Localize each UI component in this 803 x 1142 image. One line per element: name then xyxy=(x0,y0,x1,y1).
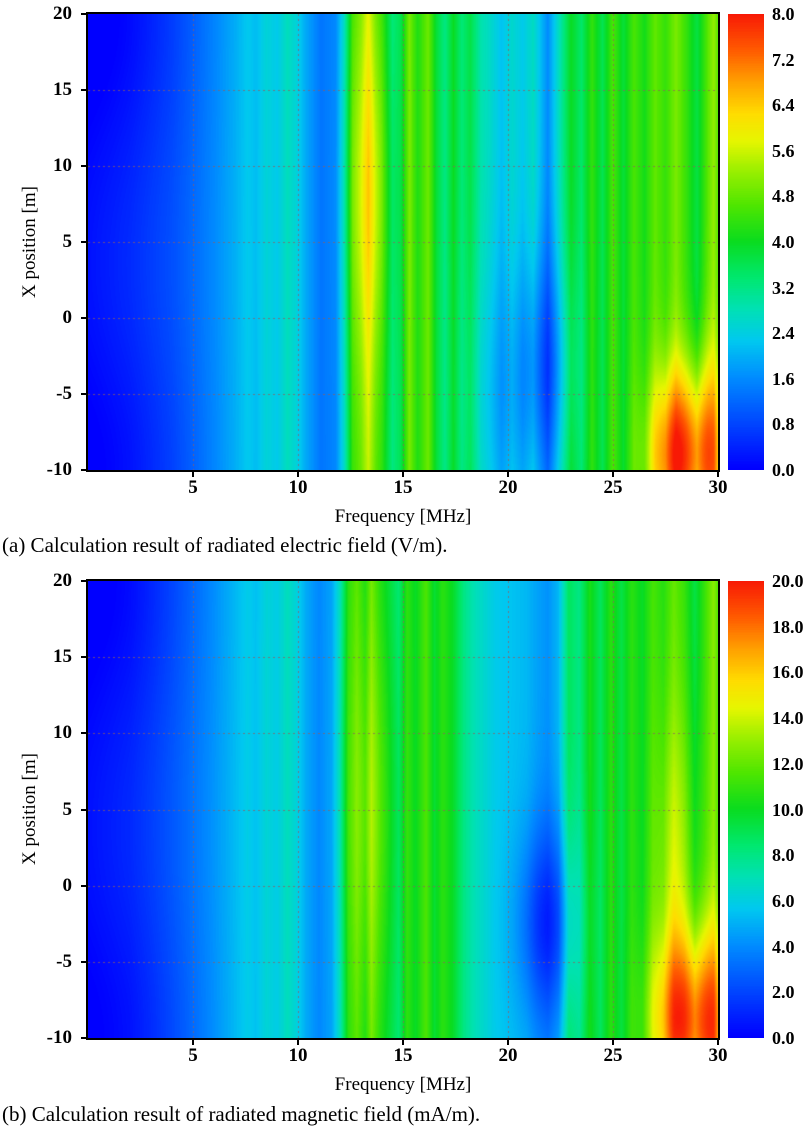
x-axis-label: Frequency [MHz] xyxy=(334,506,472,527)
electric-field-figure: X position [m] 20 15 10 5 0 -5 -10 8.0 7.2 6.4 5.… xyxy=(0,3,803,564)
y-tick-mark xyxy=(81,884,86,887)
magnetic-field-heatmap xyxy=(86,579,720,1040)
heatmap-canvas xyxy=(86,579,720,1040)
x-tick-label: 25 xyxy=(603,1045,623,1066)
x-tick-label: 10 xyxy=(288,1045,308,1066)
y-tick-label: 0 xyxy=(62,874,73,896)
colorbar-tick-label: 2.4 xyxy=(772,323,795,344)
y-tick-mark xyxy=(81,317,86,319)
colorbar-tick-label: 3.2 xyxy=(772,277,795,298)
colorbar-tick-label: 18.0 xyxy=(772,616,803,637)
x-tick-mark xyxy=(507,472,509,477)
colorbar-tick-label: 6.0 xyxy=(772,890,795,911)
y-tick-label: -5 xyxy=(56,950,72,972)
x-tick-mark xyxy=(717,1040,719,1045)
y-tick-label: -5 xyxy=(56,383,72,404)
x-tick-label: 15 xyxy=(393,477,413,498)
y-tick-label: -10 xyxy=(46,1027,72,1048)
y-tick-label: 10 xyxy=(53,155,72,176)
y-tick-mark xyxy=(81,241,86,243)
y-tick-label: 15 xyxy=(53,646,72,668)
colorbar-tick-label: 7.2 xyxy=(772,49,795,70)
colorbar-tick-label: 4.8 xyxy=(772,186,795,207)
y-tick-mark xyxy=(81,960,86,963)
colorbar-tick-label: 16.0 xyxy=(772,662,803,683)
heatmap-canvas xyxy=(86,12,720,472)
y-tick-mark xyxy=(81,165,86,167)
x-tick-label: 30 xyxy=(708,1045,728,1066)
colorbar-tick-label: 0.0 xyxy=(772,1028,795,1048)
colorbar xyxy=(728,14,764,470)
colorbar-tick-label: 6.4 xyxy=(772,95,795,116)
y-tick-label: 20 xyxy=(53,570,72,591)
x-tick-label: 15 xyxy=(393,1045,413,1066)
y-tick-mark xyxy=(81,469,86,471)
x-tick-mark xyxy=(612,472,614,477)
y-tick-mark xyxy=(81,89,86,91)
x-tick-label: 5 xyxy=(188,477,198,498)
y-tick-label: 15 xyxy=(53,79,72,100)
y-tick-mark xyxy=(81,808,86,811)
x-tick-mark xyxy=(402,472,404,477)
colorbar-tick-label: 10.0 xyxy=(772,799,803,820)
magnetic-field-figure: X position [m] 20 15 10 5 0 -5 -10 20.0 18.0 16.… xyxy=(0,570,803,1142)
x-tick-label: 30 xyxy=(708,477,728,498)
colorbar-tick-label: 1.6 xyxy=(772,368,795,389)
x-tick-mark xyxy=(507,1040,509,1045)
y-tick-mark xyxy=(81,13,86,15)
colorbar-tick-label: 5.6 xyxy=(772,140,795,161)
y-tick-label: 10 xyxy=(53,722,72,744)
colorbar-tick-label: 0.8 xyxy=(772,414,795,435)
x-tick-mark xyxy=(612,1040,614,1045)
colorbar xyxy=(728,581,764,1038)
x-tick-label: 5 xyxy=(188,1045,198,1066)
x-tick-label: 10 xyxy=(288,477,308,498)
x-tick-mark xyxy=(192,472,194,477)
y-tick-mark xyxy=(81,580,86,582)
x-tick-mark xyxy=(297,1040,299,1045)
x-tick-label: 25 xyxy=(603,477,623,498)
x-tick-mark xyxy=(717,472,719,477)
y-tick-label: 0 xyxy=(62,307,73,328)
colorbar-tick-label: 14.0 xyxy=(772,708,803,729)
x-tick-label: 20 xyxy=(498,1045,518,1066)
x-axis-label: Frequency [MHz] xyxy=(334,1074,472,1095)
x-tick-mark xyxy=(192,1040,194,1045)
y-tick-mark xyxy=(81,1037,86,1039)
colorbar-tick-label: 4.0 xyxy=(772,936,795,957)
y-tick-mark xyxy=(81,393,86,395)
x-tick-mark xyxy=(402,1040,404,1045)
colorbar-tick-label: 2.0 xyxy=(772,982,795,1003)
x-tick-label: 20 xyxy=(498,477,518,498)
electric-field-heatmap xyxy=(86,12,720,472)
x-tick-mark xyxy=(297,472,299,477)
y-tick-label: 5 xyxy=(62,231,73,252)
colorbar-tick-label: 0.0 xyxy=(772,460,795,480)
colorbar-tick-label: 12.0 xyxy=(772,753,803,774)
y-tick-label: 5 xyxy=(62,798,73,820)
y-tick-label: -10 xyxy=(46,459,72,480)
colorbar-tick-label: 8.0 xyxy=(772,845,795,866)
y-tick-mark xyxy=(81,656,86,659)
subfigure-caption-a: (a) Calculation result of radiated elect… xyxy=(2,533,448,557)
colorbar-canvas xyxy=(728,581,764,1038)
colorbar-tick-label: 4.0 xyxy=(772,232,795,252)
y-tick-label: 20 xyxy=(53,3,72,24)
subfigure-caption-b: (b) Calculation result of radiated magne… xyxy=(2,1102,481,1126)
y-tick-mark xyxy=(81,732,86,735)
colorbar-tick-label: 8.0 xyxy=(772,4,795,24)
colorbar-tick-label: 20.0 xyxy=(772,571,803,591)
colorbar-canvas xyxy=(728,14,764,470)
